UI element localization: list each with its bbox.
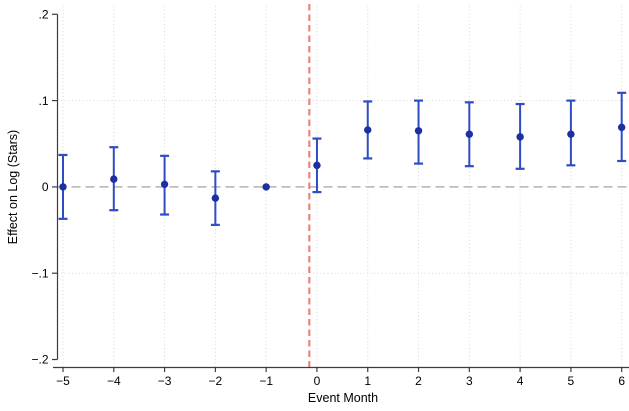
x-tick-label: 6 [618,374,625,388]
y-axis-title: Effect on Log (Stars) [6,129,20,245]
y-tick-label: 0 [42,180,49,194]
x-tick-label: 5 [568,374,575,388]
point-marker [110,175,118,183]
x-tick-label: 2 [415,374,422,388]
point-marker [516,133,524,141]
x-tick-label: −5 [56,374,70,388]
y-tick-label: .1 [38,94,48,108]
x-tick-label: 3 [466,374,473,388]
x-tick-label: −1 [259,374,273,388]
point-marker [465,130,474,138]
point-marker [617,123,626,132]
x-tick-label: 4 [517,374,524,388]
x-tick-label: −3 [158,374,172,388]
x-tick-label: 1 [364,374,371,388]
point-marker [313,161,321,170]
point-marker [160,180,169,189]
point-marker [59,183,67,191]
point-marker [262,183,270,191]
point-marker [364,126,372,134]
point-marker [567,130,575,138]
y-tick-label: .2 [38,7,48,21]
point-marker [211,194,220,202]
y-tick-label: −.2 [31,353,48,367]
point-marker [414,127,423,135]
x-tick-label: −4 [107,374,121,388]
x-axis-title: Event Month [307,391,379,405]
x-tick-label: 0 [314,374,321,388]
y-tick-label: −.1 [31,266,48,280]
x-tick-label: −2 [209,374,223,388]
